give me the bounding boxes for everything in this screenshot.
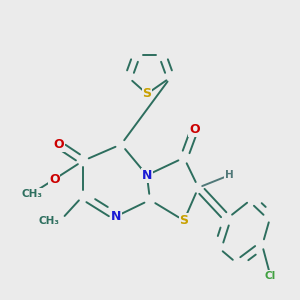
Text: O: O <box>189 123 200 136</box>
Text: N: N <box>111 210 121 223</box>
Text: CH₃: CH₃ <box>38 215 59 226</box>
Text: O: O <box>53 138 64 151</box>
Text: S: S <box>179 214 188 227</box>
Text: CH₃: CH₃ <box>21 189 42 199</box>
Text: S: S <box>142 87 152 101</box>
Text: H: H <box>225 170 234 180</box>
Text: Cl: Cl <box>265 271 276 281</box>
Text: N: N <box>142 169 152 182</box>
Text: O: O <box>49 173 60 186</box>
